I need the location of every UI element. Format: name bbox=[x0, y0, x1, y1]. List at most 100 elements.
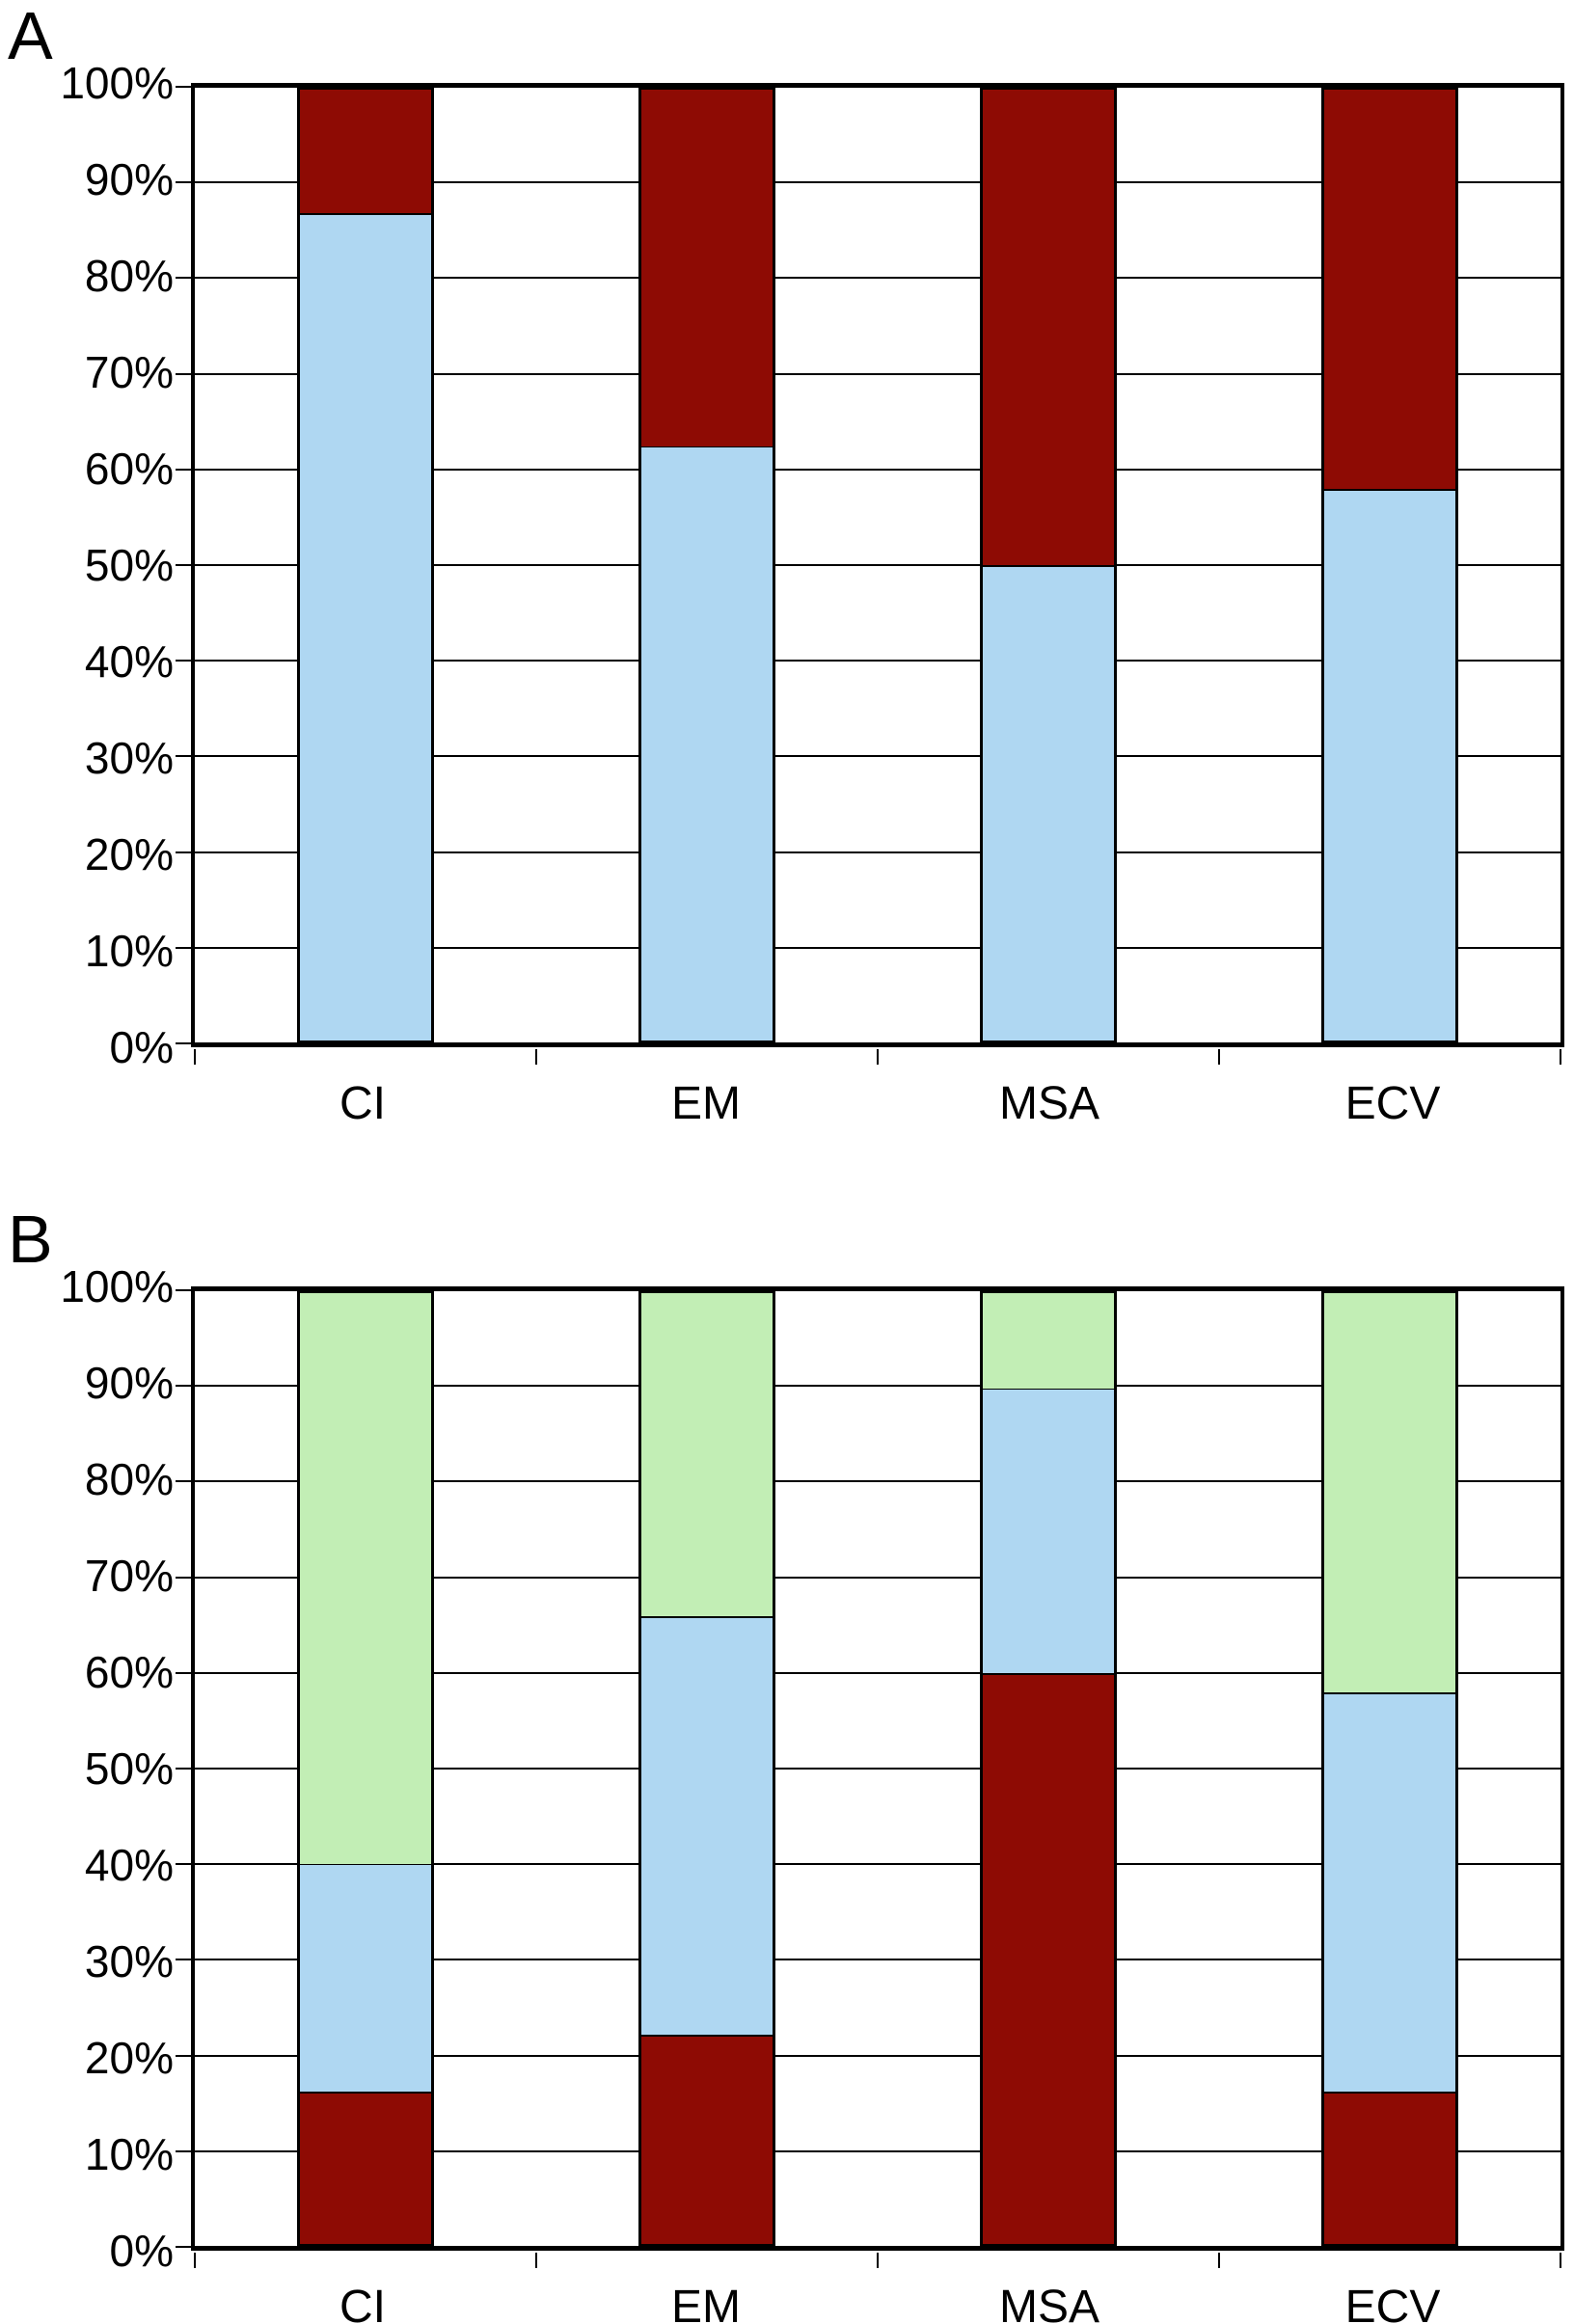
panel-b-label: B bbox=[8, 1202, 53, 1277]
gridline bbox=[176, 277, 1560, 280]
segment-divider bbox=[300, 211, 431, 215]
y-tick-label: 70% bbox=[84, 1551, 174, 1601]
bar-ci bbox=[297, 87, 434, 1043]
gridline bbox=[176, 851, 1560, 853]
segment-divider bbox=[1324, 487, 1455, 491]
segment-dark-red bbox=[983, 90, 1114, 565]
y-tick-label: 70% bbox=[84, 347, 174, 397]
x-tick-mark bbox=[877, 1049, 879, 1065]
y-tick-label: 100% bbox=[60, 58, 174, 108]
x-tick-mark bbox=[194, 2253, 196, 2268]
gridline bbox=[176, 1042, 1560, 1044]
gridline bbox=[176, 1959, 1560, 1961]
segment-light-blue bbox=[300, 1863, 431, 2093]
gridline bbox=[176, 2149, 1560, 2152]
segment-light-blue bbox=[1324, 489, 1455, 1040]
gridline bbox=[176, 755, 1560, 758]
gridline bbox=[176, 946, 1560, 949]
gridline bbox=[176, 564, 1560, 566]
y-tick-label: 30% bbox=[84, 1936, 174, 1986]
segment-dark-red bbox=[300, 2092, 431, 2244]
x-tick-mark bbox=[1560, 1049, 1561, 1065]
segment-light-green bbox=[983, 1293, 1114, 1389]
y-axis-tick-labels: 0% 10% 20% 30% 40% 50% 60% 70% 80% 90% 100% bbox=[0, 58, 174, 1072]
y-tick-label: 40% bbox=[84, 636, 174, 687]
bar-em bbox=[638, 1290, 775, 2247]
segment-divider bbox=[641, 1614, 773, 1618]
gridline bbox=[176, 1385, 1560, 1388]
x-tick-mark bbox=[1218, 2253, 1220, 2268]
y-tick-label: 10% bbox=[84, 926, 174, 976]
segment-dark-red bbox=[641, 90, 773, 446]
y-tick-label: 90% bbox=[84, 1358, 174, 1408]
gridline bbox=[176, 1576, 1560, 1579]
y-tick-label: 30% bbox=[84, 733, 174, 783]
x-tick-label: ECV bbox=[1344, 1078, 1441, 1129]
y-tick-label: 100% bbox=[60, 1261, 174, 1311]
gridline bbox=[176, 86, 1560, 88]
segment-light-blue bbox=[300, 213, 431, 1040]
segment-divider bbox=[983, 563, 1114, 567]
gridline bbox=[176, 1863, 1560, 1866]
x-tick-mark bbox=[1560, 2253, 1561, 2268]
y-tick-label: 50% bbox=[84, 1743, 174, 1794]
y-tick-label: 20% bbox=[84, 2033, 174, 2083]
x-tick-label: ECV bbox=[1344, 2282, 1441, 2324]
y-tick-label: 40% bbox=[84, 1840, 174, 1890]
gridline bbox=[176, 372, 1560, 375]
x-tick-mark bbox=[877, 2253, 879, 2268]
gridlines bbox=[176, 86, 1560, 1044]
x-axis-tick-labels: CI EM MSA ECV bbox=[191, 1078, 1564, 1136]
segment-divider bbox=[1324, 2090, 1455, 2094]
y-tick-label: 60% bbox=[84, 1647, 174, 1697]
gridlines bbox=[176, 1289, 1560, 2248]
y-tick-label: 80% bbox=[84, 251, 174, 301]
x-tick-label: CI bbox=[339, 2282, 386, 2324]
panel-a-label: A bbox=[8, 0, 53, 73]
bars bbox=[195, 87, 1560, 1043]
y-tick-label: 60% bbox=[84, 444, 174, 494]
y-tick-label: 0% bbox=[109, 1022, 174, 1072]
y-tick-label: 20% bbox=[84, 829, 174, 879]
gridline bbox=[176, 2246, 1560, 2248]
segment-light-green bbox=[1324, 1293, 1455, 1693]
segment-light-blue bbox=[1324, 1692, 1455, 2093]
gridline bbox=[176, 2054, 1560, 2057]
stacked-bar-chart-b: 0% 10% 20% 30% 40% 50% 60% 70% 80% 90% 100% CI EM MS… bbox=[0, 1203, 1574, 2324]
y-tick-label: 0% bbox=[109, 2226, 174, 2276]
x-tick-mark bbox=[1218, 1049, 1220, 1065]
segment-light-blue bbox=[641, 1616, 773, 2036]
segment-light-green bbox=[300, 1293, 431, 1864]
segment-light-blue bbox=[983, 565, 1114, 1040]
segment-divider bbox=[641, 2033, 773, 2037]
bar-msa bbox=[980, 87, 1117, 1043]
x-tick-label: CI bbox=[339, 1078, 386, 1129]
panel-b: B 0% 10% 20% 30% 40% 50% 60% 70% 80% 90% 100% CI EM… bbox=[0, 1203, 1574, 2324]
segment-divider bbox=[983, 1387, 1114, 1391]
segment-divider bbox=[300, 1862, 431, 1866]
segment-divider bbox=[641, 445, 773, 448]
x-tick-label: MSA bbox=[998, 1078, 1099, 1129]
gridline bbox=[176, 660, 1560, 662]
segment-dark-red bbox=[1324, 90, 1455, 490]
gridline bbox=[176, 1289, 1560, 1291]
x-tick-label: MSA bbox=[998, 2282, 1099, 2324]
gridline bbox=[176, 1480, 1560, 1483]
gridline bbox=[176, 468, 1560, 471]
segment-divider bbox=[1324, 1690, 1455, 1694]
y-tick-label: 80% bbox=[84, 1454, 174, 1504]
y-tick-label: 90% bbox=[84, 154, 174, 204]
segment-light-green bbox=[641, 1293, 773, 1617]
bar-msa bbox=[980, 1290, 1117, 2247]
segment-light-blue bbox=[983, 1388, 1114, 1674]
x-tick-mark bbox=[194, 1049, 196, 1065]
plot-area bbox=[176, 83, 1564, 1065]
x-tick-mark bbox=[535, 1049, 537, 1065]
gridline bbox=[176, 1768, 1560, 1770]
x-tick-label: EM bbox=[671, 2282, 741, 2324]
bars bbox=[195, 1290, 1560, 2247]
segment-dark-red bbox=[641, 2035, 773, 2244]
bar-ecv bbox=[1321, 1290, 1458, 2247]
y-axis-tick-labels: 0% 10% 20% 30% 40% 50% 60% 70% 80% 90% 100% bbox=[0, 1261, 174, 2276]
